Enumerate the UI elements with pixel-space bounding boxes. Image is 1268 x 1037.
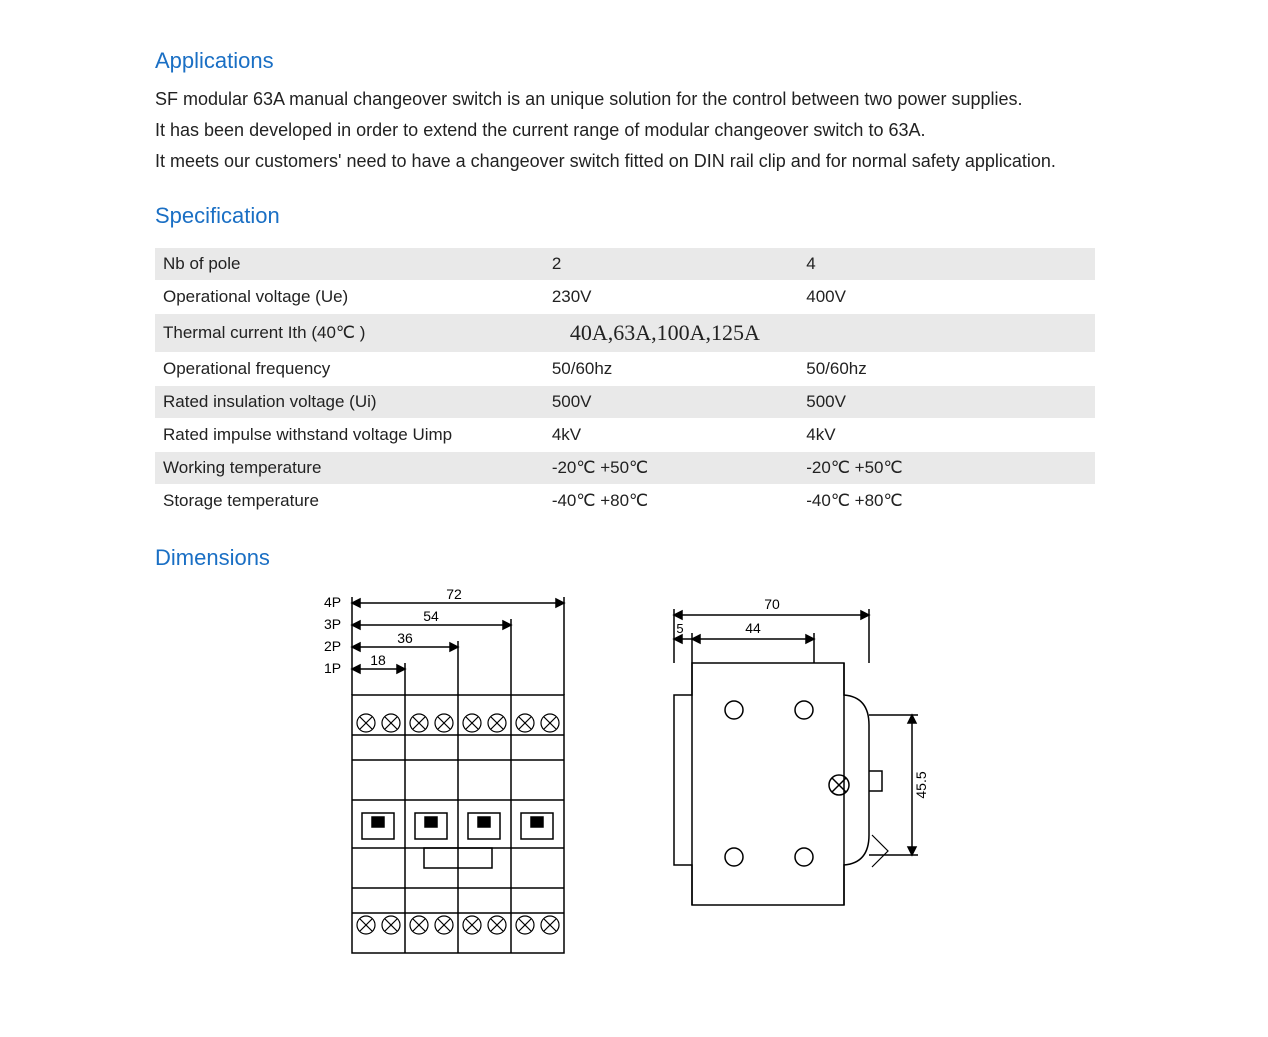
dim-value: 54 bbox=[423, 608, 439, 624]
dim-pole-label: 4P bbox=[324, 594, 341, 610]
table-row: Working temperature -20℃ +50℃ -20℃ +50℃ bbox=[155, 452, 1095, 485]
specification-heading: Specification bbox=[155, 203, 1113, 229]
applications-p1: SF modular 63A manual changeover switch … bbox=[155, 86, 1113, 113]
dim-pole-label: 2P bbox=[324, 638, 341, 654]
dim-value: 45.5 bbox=[913, 771, 929, 798]
specification-table: Nb of pole 2 4 Operational voltage (Ue) … bbox=[155, 247, 1095, 517]
table-row: Rated impulse withstand voltage Uimp 4kV… bbox=[155, 419, 1095, 452]
spec-value: 4kV bbox=[544, 419, 798, 452]
spec-value-merged: 40A,63A,100A,125A bbox=[544, 314, 1095, 353]
applications-p3: It meets our customers' need to have a c… bbox=[155, 148, 1113, 175]
table-row: Storage temperature -40℃ +80℃ -40℃ +80℃ bbox=[155, 485, 1095, 518]
spec-label: Rated impulse withstand voltage Uimp bbox=[155, 419, 544, 452]
table-row: Nb of pole 2 4 bbox=[155, 248, 1095, 281]
spec-value: 400V bbox=[798, 281, 1095, 314]
applications-body: SF modular 63A manual changeover switch … bbox=[155, 86, 1113, 175]
applications-heading: Applications bbox=[155, 48, 1113, 74]
dim-value: 36 bbox=[397, 630, 413, 646]
spec-value: -20℃ +50℃ bbox=[544, 452, 798, 485]
applications-p2: It has been developed in order to extend… bbox=[155, 117, 1113, 144]
spec-value: 230V bbox=[544, 281, 798, 314]
dim-value: 5 bbox=[676, 621, 683, 636]
dim-pole-label: 1P bbox=[324, 660, 341, 676]
dimensions-diagrams: 4P 72 3P 54 2P 36 1P 18 bbox=[155, 585, 1113, 965]
spec-value: -40℃ +80℃ bbox=[798, 485, 1095, 518]
dim-pole-label: 3P bbox=[324, 616, 341, 632]
spec-label: Storage temperature bbox=[155, 485, 544, 518]
spec-value: 4kV bbox=[798, 419, 1095, 452]
spec-label: Thermal current Ith (40℃ ) bbox=[155, 314, 544, 353]
spec-label: Rated insulation voltage (Ui) bbox=[155, 386, 544, 419]
side-view-drawing: 70 5 44 bbox=[644, 585, 954, 965]
spec-value: 50/60hz bbox=[544, 353, 798, 386]
dim-value: 44 bbox=[745, 620, 761, 636]
spec-label: Nb of pole bbox=[155, 248, 544, 281]
spec-label: Working temperature bbox=[155, 452, 544, 485]
front-view-drawing: 4P 72 3P 54 2P 36 1P 18 bbox=[314, 585, 584, 965]
spec-value: 4 bbox=[798, 248, 1095, 281]
spec-value: 500V bbox=[798, 386, 1095, 419]
table-row: Operational voltage (Ue) 230V 400V bbox=[155, 281, 1095, 314]
spec-value: 500V bbox=[544, 386, 798, 419]
table-row: Rated insulation voltage (Ui) 500V 500V bbox=[155, 386, 1095, 419]
dimensions-heading: Dimensions bbox=[155, 545, 1113, 571]
spec-value: -40℃ +80℃ bbox=[544, 485, 798, 518]
dim-value: 72 bbox=[446, 586, 462, 602]
spec-value: 50/60hz bbox=[798, 353, 1095, 386]
table-row: Thermal current Ith (40℃ ) 40A,63A,100A,… bbox=[155, 314, 1095, 353]
spec-label: Operational voltage (Ue) bbox=[155, 281, 544, 314]
dim-value: 70 bbox=[764, 596, 780, 612]
table-row: Operational frequency 50/60hz 50/60hz bbox=[155, 353, 1095, 386]
spec-value: -20℃ +50℃ bbox=[798, 452, 1095, 485]
spec-value: 2 bbox=[544, 248, 798, 281]
dim-value: 18 bbox=[370, 652, 386, 668]
spec-label: Operational frequency bbox=[155, 353, 544, 386]
